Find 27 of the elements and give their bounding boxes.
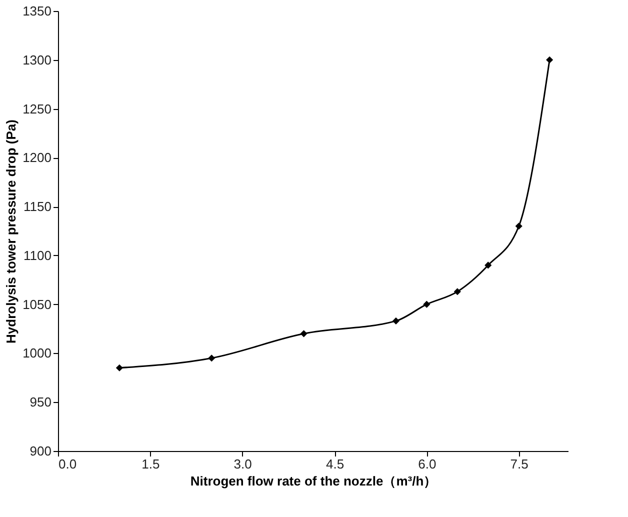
- point: [392, 317, 400, 324]
- y-tick-label: 1250: [22, 101, 52, 116]
- x-tick-label: 0.0: [58, 456, 77, 472]
- x-tick-label: 7.5: [510, 456, 528, 472]
- point: [484, 262, 492, 269]
- x-tick-label: 1.5: [142, 456, 160, 472]
- point: [208, 354, 216, 362]
- y-tick-label: 1300: [22, 52, 52, 68]
- y-tick-label: 900: [30, 444, 52, 458]
- y-axis-title: Hydrolysis tower pressure drop (Pa): [4, 120, 19, 344]
- y-tick-label: 1200: [22, 150, 52, 166]
- point: [546, 56, 554, 64]
- y-tick-label: 1350: [22, 4, 52, 18]
- x-tick-label: 6.0: [418, 456, 436, 472]
- y-tick-label: 950: [30, 394, 52, 410]
- point: [454, 288, 461, 296]
- point: [116, 364, 123, 372]
- y-tick-label: 1050: [22, 296, 52, 312]
- y-tick-label: 1100: [24, 248, 52, 263]
- point: [423, 300, 430, 308]
- x-tick-label: 4.5: [326, 456, 344, 472]
- point: [300, 330, 308, 338]
- point: [515, 222, 522, 230]
- y-tick-label: 1000: [22, 346, 52, 361]
- x-axis-title: Nitrogen flow rate of the nozzle（m³/h）: [190, 474, 437, 488]
- x-tick-label: 3.0: [234, 456, 252, 472]
- y-tick-label: 1150: [24, 199, 52, 214]
